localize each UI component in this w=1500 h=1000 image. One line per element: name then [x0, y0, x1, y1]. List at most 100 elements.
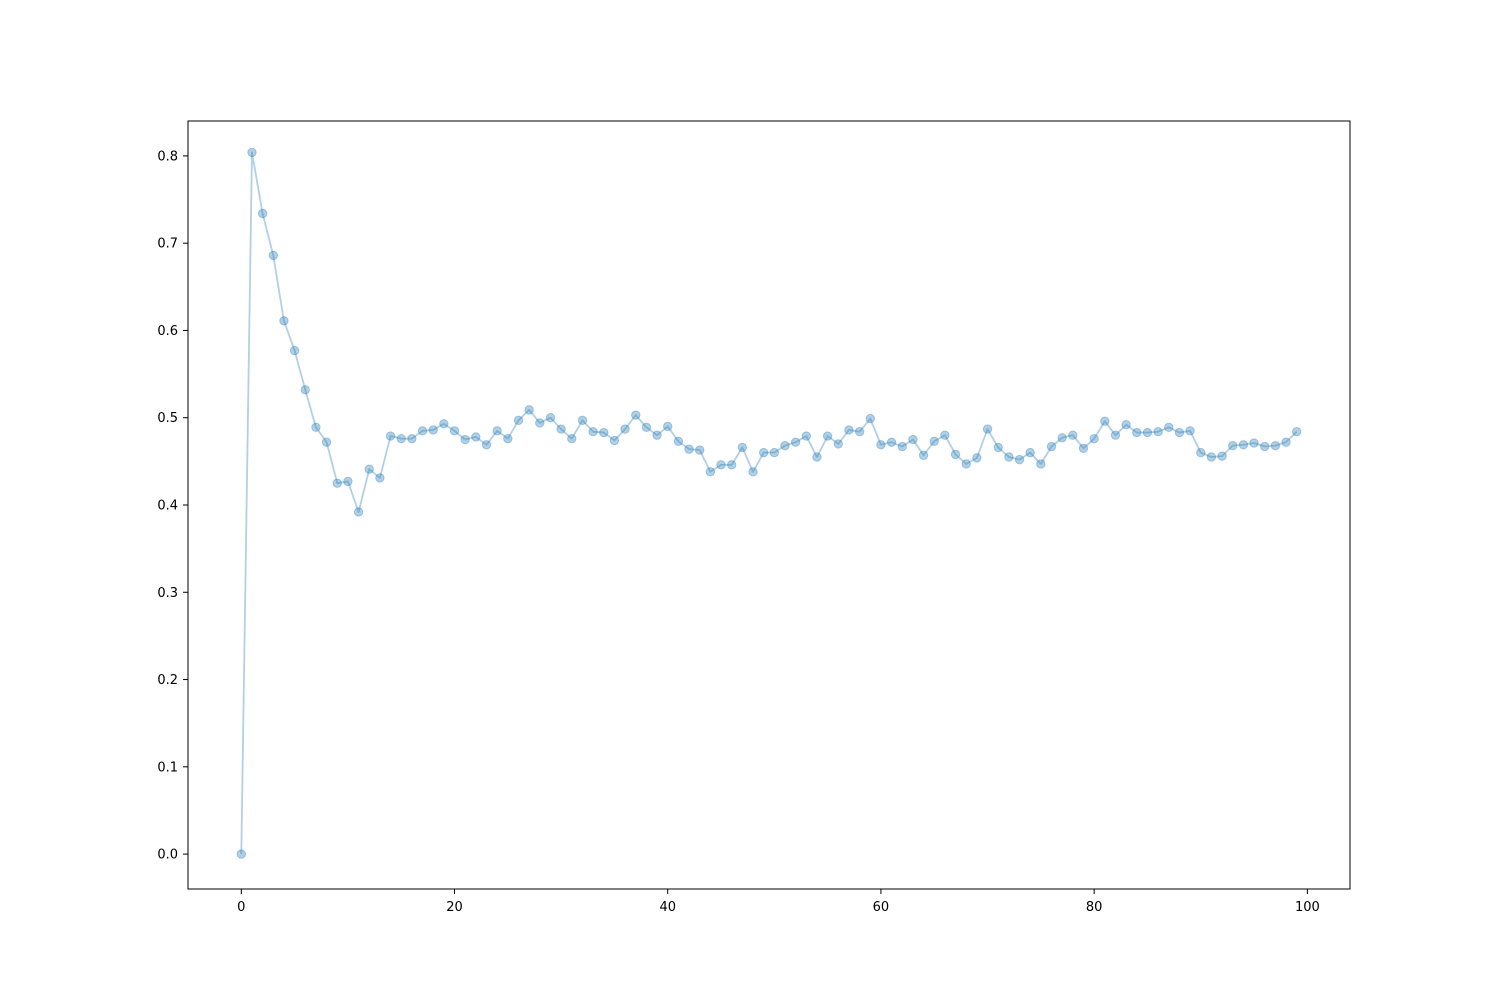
- data-point: [492, 426, 502, 436]
- data-point: [780, 440, 790, 451]
- data-point: [961, 459, 971, 469]
- data-point: [1014, 454, 1025, 465]
- data-point: [1046, 441, 1057, 452]
- data-point: [1260, 441, 1270, 452]
- data-point: [481, 440, 492, 450]
- data-point: [1121, 420, 1131, 430]
- data-point: [599, 427, 609, 438]
- y-tick-label: 0.5: [157, 411, 178, 426]
- data-point: [812, 452, 822, 462]
- data-point: [790, 437, 801, 447]
- data-point: [1057, 433, 1067, 443]
- data-point: [801, 431, 812, 441]
- data-point: [1228, 440, 1238, 451]
- data-point: [769, 447, 780, 458]
- data-point: [407, 433, 417, 444]
- data-point: [556, 424, 566, 434]
- data-point: [257, 208, 268, 219]
- y-tick-label: 0.4: [157, 499, 178, 514]
- y-tick-label: 0.0: [157, 848, 178, 863]
- data-point: [279, 316, 289, 326]
- data-point: [716, 460, 726, 470]
- data-point: [332, 478, 342, 488]
- data-point: [652, 430, 662, 440]
- data-point: [1291, 426, 1302, 437]
- data-point: [471, 432, 481, 442]
- data-point: [353, 507, 364, 517]
- data-point: [897, 441, 907, 452]
- plot-area: [236, 147, 1302, 859]
- data-point: [1196, 447, 1206, 458]
- data-point: [545, 413, 556, 423]
- data-point: [503, 433, 513, 444]
- axes-frame: [187, 120, 1351, 890]
- data-point: [449, 426, 460, 436]
- data-point: [289, 345, 300, 356]
- data-point: [1110, 430, 1121, 440]
- data-point: [1185, 426, 1195, 436]
- data-point: [247, 147, 257, 158]
- data-point: [758, 447, 769, 458]
- y-tick-label: 0.8: [157, 149, 178, 164]
- data-point: [737, 442, 748, 453]
- data-point: [396, 433, 406, 444]
- data-point: [865, 413, 875, 424]
- data-point: [1068, 430, 1078, 440]
- data-point: [844, 425, 854, 435]
- data-point: [705, 467, 716, 477]
- data-point: [268, 250, 278, 261]
- data-point: [321, 437, 332, 447]
- x-tick-label: 20: [446, 900, 463, 915]
- data-point: [918, 450, 929, 460]
- x-tick-label: 40: [659, 900, 676, 915]
- x-tick-label: 0: [237, 900, 245, 915]
- y-axis: 0.0 0.1 0.2 0.3 0.4 0.5 0.6 0.7 0.8: [157, 149, 188, 863]
- data-point: [1078, 443, 1089, 453]
- data-point: [950, 449, 961, 460]
- data-point: [726, 460, 737, 470]
- data-point: [1100, 416, 1110, 426]
- data-point: [1206, 452, 1217, 462]
- data-point: [567, 433, 577, 444]
- data-point: [1132, 427, 1142, 438]
- data-point: [535, 418, 545, 428]
- data-point: [833, 439, 843, 449]
- data-point: [577, 415, 588, 426]
- data-point: [1270, 440, 1281, 451]
- data-point: [1249, 438, 1259, 448]
- data-point: [417, 426, 428, 436]
- data-point: [1281, 437, 1291, 447]
- data-point: [1089, 433, 1099, 444]
- data-point: [673, 436, 684, 446]
- data-point: [343, 476, 353, 487]
- data-point: [940, 430, 950, 440]
- data-point: [1025, 447, 1035, 458]
- data-point: [524, 405, 534, 415]
- data-point: [1153, 426, 1163, 437]
- data-point: [972, 453, 982, 463]
- data-point: [236, 849, 247, 859]
- data-point: [822, 431, 833, 441]
- data-point: [982, 424, 993, 434]
- y-tick-label: 0.2: [157, 673, 178, 688]
- data-point: [641, 422, 652, 433]
- data-point: [993, 442, 1003, 453]
- x-tick-label: 80: [1086, 900, 1103, 915]
- data-point: [876, 440, 886, 450]
- data-point: [886, 437, 897, 447]
- series-line: [240, 151, 1298, 855]
- data-point: [1004, 452, 1014, 462]
- data-point: [1217, 451, 1227, 461]
- data-point: [620, 424, 630, 434]
- data-point: [311, 422, 321, 433]
- data-point: [854, 426, 865, 437]
- data-point: [300, 385, 310, 395]
- data-point: [588, 426, 598, 437]
- data-point: [1174, 427, 1185, 438]
- data-point: [748, 467, 758, 477]
- data-point: [428, 425, 438, 435]
- y-tick-label: 0.7: [157, 237, 178, 252]
- data-point: [684, 444, 694, 454]
- data-point: [631, 410, 641, 420]
